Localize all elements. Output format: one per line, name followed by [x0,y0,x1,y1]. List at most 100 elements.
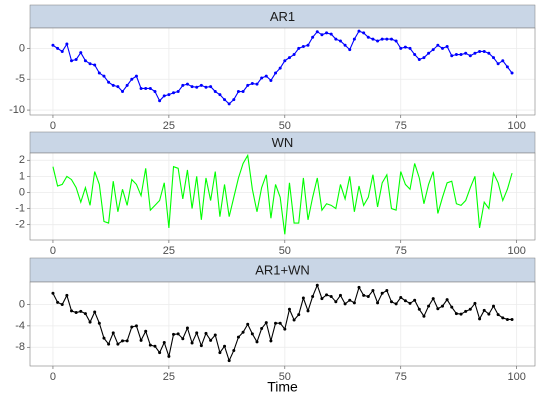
point [389,300,393,304]
point [255,82,259,86]
point [97,321,101,325]
point [74,57,78,61]
point [209,85,213,89]
point [487,51,491,55]
point [445,45,449,49]
point [431,297,435,301]
point [371,289,375,293]
point [440,46,444,50]
strip-background [29,257,536,283]
point [60,49,64,53]
point [417,57,421,61]
point [501,316,505,320]
y-tick-label: -2 [15,219,25,231]
point [74,310,78,314]
point [422,56,426,60]
y-tick-label: -8 [15,341,25,353]
point [134,74,138,78]
strip-title: AR1 [270,9,295,24]
point [70,309,74,313]
y-tick-label: 1 [19,170,25,182]
point [371,37,375,41]
point [176,90,180,94]
point [223,344,227,348]
point [93,310,97,314]
strip-title: WN [272,135,294,150]
point [88,62,92,66]
point [144,86,148,90]
point [102,336,106,340]
plot-panel [30,282,535,366]
point [306,309,310,313]
point [422,314,426,318]
point [121,90,125,94]
point [236,90,240,94]
x-tick-label: 50 [279,245,291,257]
point [181,83,185,87]
point [399,46,403,50]
point [311,35,315,39]
point [264,321,268,325]
point [394,39,398,43]
y-tick-label: -5 [15,73,25,85]
point [301,45,305,49]
point [79,51,83,55]
x-tick-label: 50 [279,120,291,132]
point [329,294,333,298]
point [269,339,273,343]
point [287,307,291,311]
x-tick-label: 100 [508,371,526,383]
point [107,342,111,346]
point [343,302,347,306]
point [278,66,282,70]
point [376,301,380,305]
point [162,340,166,344]
point [167,93,171,97]
point [278,321,282,325]
x-tick-label: 100 [508,245,526,257]
point [162,94,166,98]
point [144,329,148,333]
point [51,291,55,295]
point [97,71,101,75]
point [158,99,162,103]
point [357,285,361,289]
point [399,296,403,300]
point [125,339,129,343]
point [250,82,254,86]
point [473,51,477,55]
point [260,76,264,80]
point [153,344,157,348]
x-tick-label: 0 [50,120,56,132]
point [223,98,227,102]
point [413,298,417,302]
x-tick-label: 25 [163,245,175,257]
point [274,71,278,75]
plot-panel [30,153,535,240]
point [478,317,482,321]
point [459,53,463,57]
x-tick-label: 100 [508,120,526,132]
point [246,83,250,87]
point [195,331,199,335]
point [362,31,366,35]
point [338,39,342,43]
point [320,33,324,37]
y-tick-label: 0 [19,186,25,198]
point [427,304,431,308]
point [60,302,64,306]
point [329,32,333,36]
y-tick-label: 0 [19,42,25,54]
point [325,31,329,35]
point [352,37,356,41]
point [389,37,393,41]
point [121,339,125,343]
point [213,333,217,337]
x-tick-label: 50 [279,371,291,383]
point [464,309,468,313]
point [348,48,352,52]
strip-title: AR1+WN [255,262,310,277]
point [454,312,458,316]
point [111,331,115,335]
